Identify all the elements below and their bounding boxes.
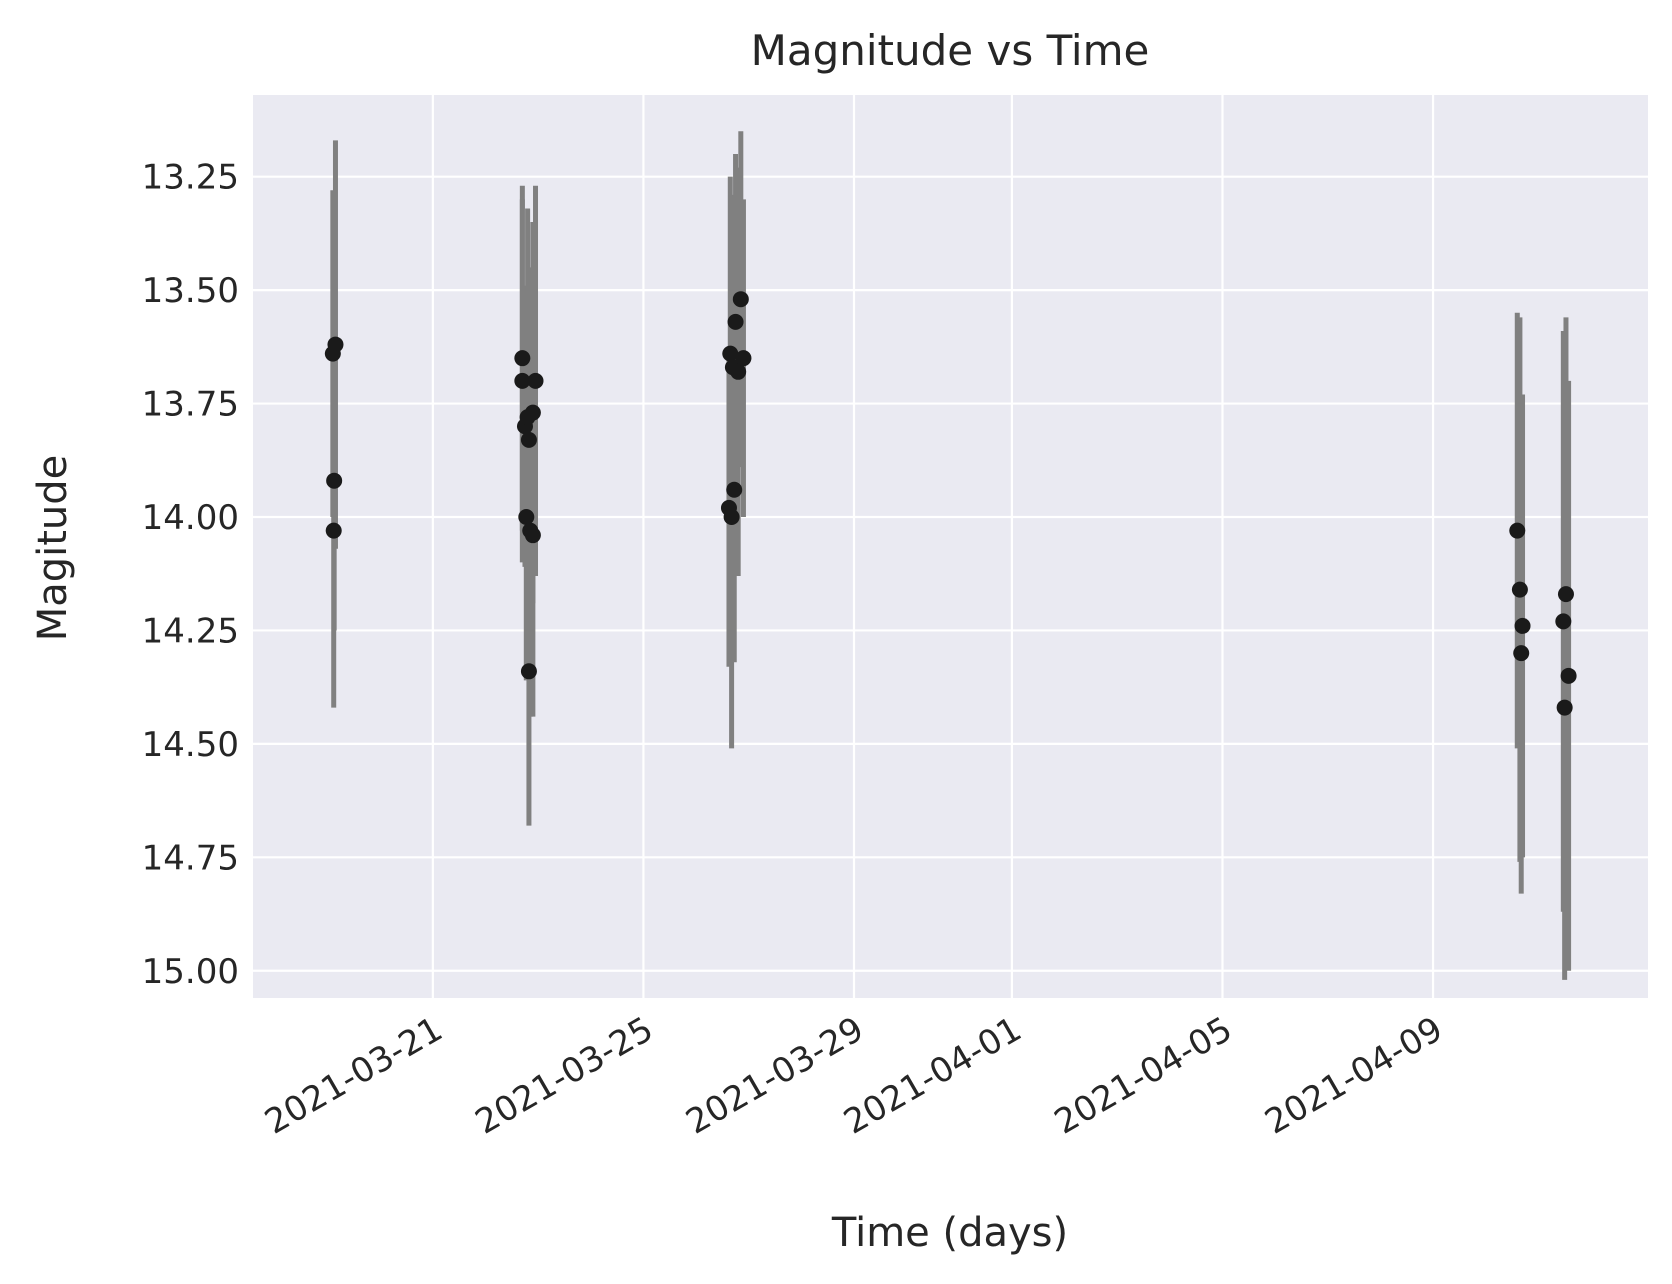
data-point: [1509, 522, 1526, 539]
data-point: [732, 291, 749, 308]
data-point: [1513, 645, 1530, 662]
data-point: [723, 509, 740, 526]
data-point: [727, 313, 744, 330]
data-point: [520, 431, 537, 448]
y-tick-label: 13.75: [142, 385, 239, 425]
data-point: [326, 472, 343, 489]
data-point: [518, 509, 535, 526]
data-point: [327, 336, 344, 353]
y-tick-label: 14.50: [142, 725, 239, 765]
y-tick-label: 15.00: [142, 952, 239, 992]
y-axis-label: Magitude: [30, 455, 76, 642]
plot-area: [253, 95, 1648, 998]
y-tick-label: 14.75: [142, 838, 239, 878]
data-points: [324, 291, 1577, 716]
data-point: [524, 404, 541, 421]
y-tick-label: 14.00: [142, 498, 239, 538]
data-point: [1514, 617, 1531, 634]
data-point: [520, 663, 537, 680]
chart-title: Magnitude vs Time: [751, 26, 1150, 75]
data-point: [524, 527, 541, 544]
data-point: [527, 372, 544, 389]
data-point: [735, 350, 752, 367]
y-tick-labels: 13.25 13.50 13.75 14.00 14.25 14.50 14.75 15.00: [142, 158, 239, 992]
data-point: [1556, 699, 1573, 716]
data-point: [1560, 667, 1577, 684]
data-point: [1511, 581, 1528, 598]
data-point: [730, 363, 747, 380]
data-point: [726, 481, 743, 498]
data-point: [514, 350, 531, 367]
y-tick-label: 13.25: [142, 158, 239, 198]
data-point: [514, 372, 531, 389]
y-tick-label: 14.25: [142, 611, 239, 651]
data-point: [325, 522, 342, 539]
y-tick-label: 13.50: [142, 271, 239, 311]
x-axis-label: Time (days): [831, 1210, 1068, 1256]
data-point: [722, 345, 739, 362]
data-point: [1557, 586, 1574, 603]
grid: [253, 95, 1648, 998]
data-point: [1555, 613, 1572, 630]
